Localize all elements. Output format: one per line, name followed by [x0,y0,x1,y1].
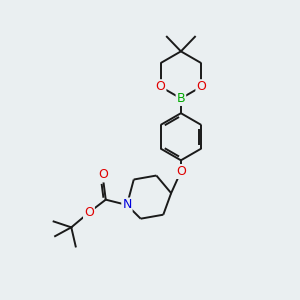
Text: O: O [176,165,186,178]
Text: O: O [196,80,206,93]
Text: O: O [98,168,108,182]
Text: O: O [84,206,94,219]
Text: B: B [177,92,185,105]
Text: N: N [122,199,132,212]
Text: O: O [156,80,166,93]
